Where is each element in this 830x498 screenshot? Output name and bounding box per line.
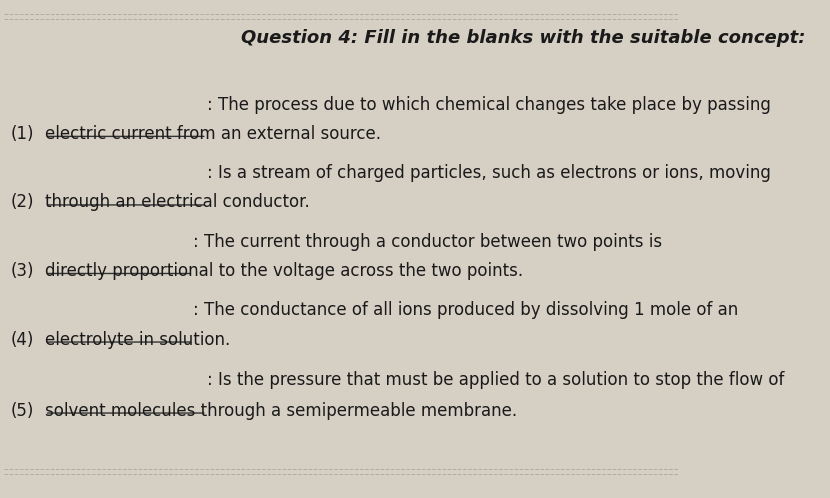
Text: through an electrical conductor.: through an electrical conductor. <box>45 194 310 212</box>
Text: solvent molecules through a semipermeable membrane.: solvent molecules through a semipermeabl… <box>45 401 517 420</box>
Text: : Is a stream of charged particles, such as electrons or ions, moving: : Is a stream of charged particles, such… <box>207 164 770 182</box>
Text: electrolyte in solution.: electrolyte in solution. <box>45 331 230 349</box>
Text: : The conductance of all ions produced by dissolving 1 mole of an: : The conductance of all ions produced b… <box>193 301 739 319</box>
Text: : The process due to which chemical changes take place by passing: : The process due to which chemical chan… <box>207 96 770 114</box>
Text: (2): (2) <box>11 194 34 212</box>
Text: : Is the pressure that must be applied to a solution to stop the flow of: : Is the pressure that must be applied t… <box>207 371 784 389</box>
Text: (1): (1) <box>11 125 34 143</box>
Text: (5): (5) <box>11 401 34 420</box>
Text: : The current through a conductor between two points is: : The current through a conductor betwee… <box>193 233 662 250</box>
Text: (4): (4) <box>11 331 34 349</box>
Text: (3): (3) <box>11 262 34 280</box>
Text: electric current from an external source.: electric current from an external source… <box>45 125 381 143</box>
Text: directly proportional to the voltage across the two points.: directly proportional to the voltage acr… <box>45 262 523 280</box>
Text: Question 4: Fill in the blanks with the suitable concept:: Question 4: Fill in the blanks with the … <box>241 29 805 47</box>
